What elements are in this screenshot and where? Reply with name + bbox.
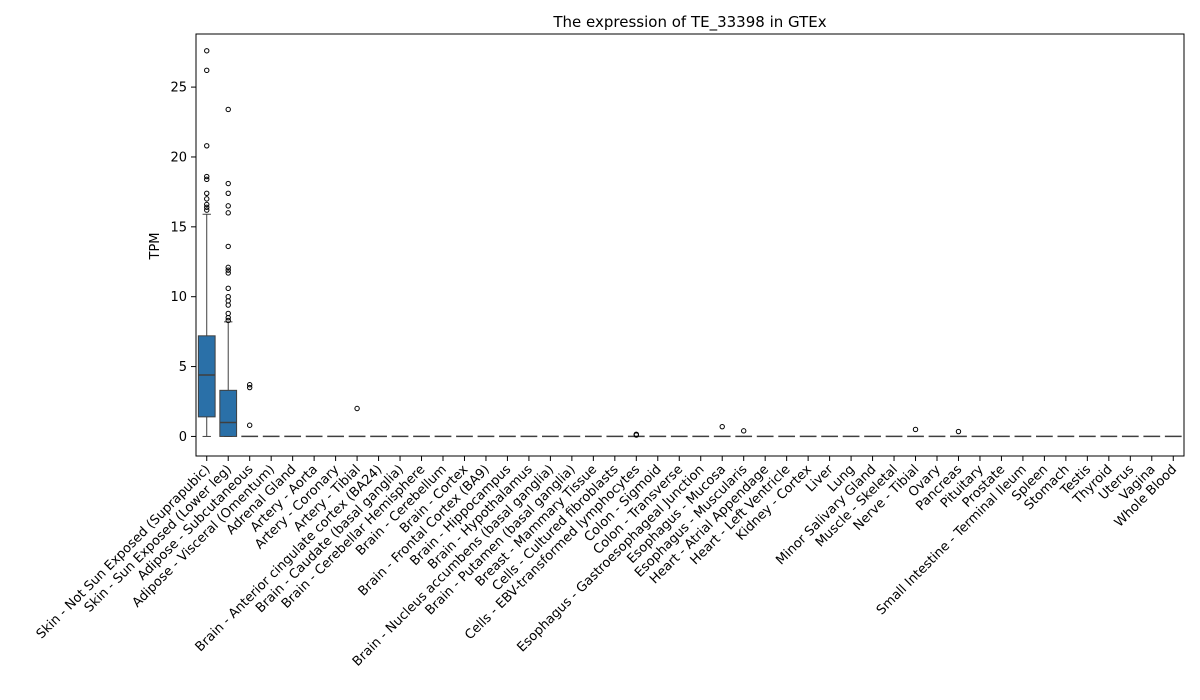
outlier-point <box>225 317 231 324</box>
outlier-point <box>246 382 253 388</box>
outlier-point <box>955 428 962 435</box>
box <box>219 389 238 437</box>
outlier-point <box>225 270 231 276</box>
outlier-point <box>912 426 919 433</box>
outlier-point <box>246 422 253 428</box>
outlier-point <box>204 143 210 149</box>
y-tick-label: 20 <box>170 150 187 165</box>
outlier-point <box>719 423 725 430</box>
outlier-point <box>225 310 231 317</box>
outlier-point <box>225 203 231 209</box>
y-axis-label: TPM <box>148 233 163 261</box>
outlier-point <box>204 176 210 183</box>
y-tick-label: 5 <box>179 360 187 375</box>
y-tick-label: 0 <box>179 430 187 445</box>
outlier-point <box>204 48 210 54</box>
y-tick-label: 10 <box>170 290 187 305</box>
outlier-point <box>204 173 210 180</box>
outlier-point <box>225 180 231 187</box>
outlier-point <box>225 243 231 250</box>
outlier-point <box>204 196 210 202</box>
outlier-point <box>204 201 210 208</box>
outlier-point <box>225 264 231 271</box>
outlier-point <box>633 431 640 438</box>
outlier-point <box>225 190 231 196</box>
y-tick-label: 15 <box>170 220 187 235</box>
outlier-point <box>354 405 360 412</box>
chart-title: The expression of TE_33398 in GTEx <box>552 13 826 32</box>
y-tick-label: 25 <box>170 81 187 96</box>
outlier-point <box>225 267 231 273</box>
outlier-point <box>204 190 210 196</box>
outlier-point <box>225 210 231 216</box>
outlier-point <box>740 428 747 434</box>
box <box>197 335 216 418</box>
outlier-point <box>225 106 231 113</box>
outlier-point <box>225 285 231 292</box>
outlier-point <box>246 384 253 391</box>
outlier-point <box>225 294 231 300</box>
outlier-point <box>204 207 210 213</box>
outlier-point <box>204 204 210 210</box>
outlier-point <box>204 67 210 74</box>
x-tick-label: Skin - Sun Exposed (Lower leg) <box>82 462 235 615</box>
plot-frame <box>195 33 1185 457</box>
